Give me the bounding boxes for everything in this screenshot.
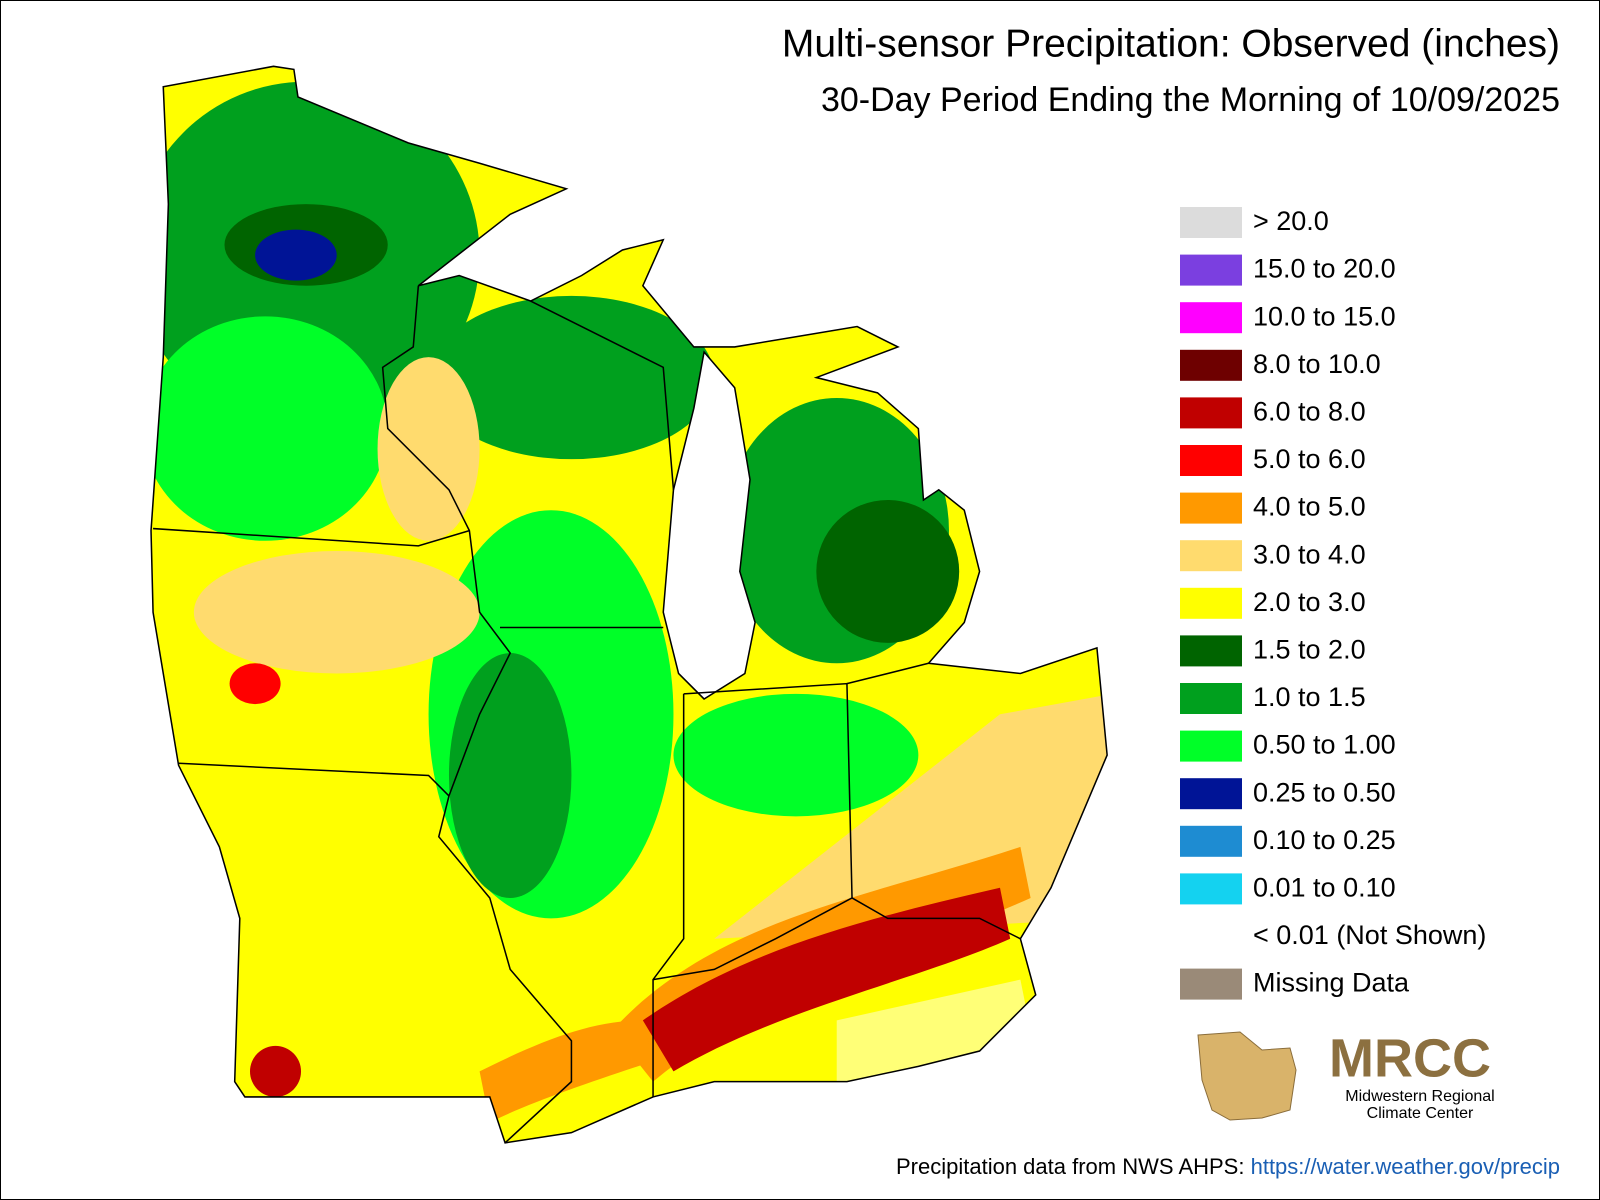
legend-swatch	[1180, 445, 1242, 476]
legend-label: 4.0 to 5.0	[1253, 492, 1366, 522]
state-lines	[153, 285, 1021, 1144]
legend-swatch	[1180, 968, 1242, 1000]
legend-swatch	[1180, 873, 1242, 905]
logo: MRCC Midwestern Regional Climate Center	[1197, 1028, 1495, 1122]
footer: Precipitation data from NWS AHPS: https:…	[896, 1154, 1560, 1179]
legend-label: 0.25 to 0.50	[1253, 777, 1396, 807]
logo-line: Midwestern Regional	[1345, 1088, 1494, 1105]
title: Multi-sensor Precipitation: Observed (in…	[782, 22, 1560, 65]
legend-label: 6.0 to 8.0	[1253, 397, 1366, 427]
legend-swatch	[1180, 349, 1242, 381]
legend-label: 0.10 to 0.25	[1253, 825, 1396, 855]
legend-label: 0.50 to 1.00	[1253, 730, 1396, 760]
legend-swatch	[1180, 635, 1242, 667]
legend-swatch	[1180, 825, 1242, 857]
legend-swatch	[1180, 778, 1242, 810]
legend-label: 2.0 to 3.0	[1253, 587, 1366, 617]
legend-label: 10.0 to 15.0	[1253, 301, 1396, 331]
legend-label: < 0.01 (Not Shown)	[1253, 920, 1486, 950]
legend-swatch	[1180, 302, 1242, 334]
legend-swatch	[1180, 587, 1242, 619]
legend-label: 5.0 to 6.0	[1253, 444, 1366, 474]
legend-label: 0.01 to 0.10	[1253, 873, 1396, 903]
region-outline	[150, 65, 1108, 1144]
link[interactable]: https://water.weather.gov/precip	[1251, 1154, 1560, 1179]
lake-michigan	[662, 350, 756, 700]
legend: > 20.0 15.0 to 20.0 10.0 to 15.0 8.0 to 10.…	[1180, 206, 1486, 1000]
legend-swatch	[1180, 254, 1242, 286]
legend-swatch	[1180, 492, 1242, 524]
credit: Precipitation data from NWS AHPS:	[896, 1154, 1244, 1179]
legend-label: Missing Data	[1253, 968, 1410, 998]
legend-label: 1.5 to 2.0	[1253, 635, 1366, 665]
legend-swatch	[1180, 207, 1242, 238]
legend-swatch	[1180, 730, 1242, 762]
legend-label: 15.0 to 20.0	[1253, 254, 1396, 284]
legend-label: 8.0 to 10.0	[1253, 349, 1381, 379]
legend-swatch	[1180, 397, 1242, 429]
logo-line: Climate Center	[1367, 1105, 1474, 1122]
legend-label: > 20.0	[1253, 206, 1329, 236]
logo-map	[1197, 1031, 1297, 1121]
legend-label: 1.0 to 1.5	[1253, 682, 1366, 712]
subtitle: 30-Day Period Ending the Morning of 10/0…	[821, 81, 1560, 119]
legend-label: 3.0 to 4.0	[1253, 539, 1366, 569]
legend-swatch	[1180, 683, 1242, 714]
logo-name: MRCC	[1329, 1028, 1491, 1088]
legend-swatch	[1180, 540, 1242, 572]
